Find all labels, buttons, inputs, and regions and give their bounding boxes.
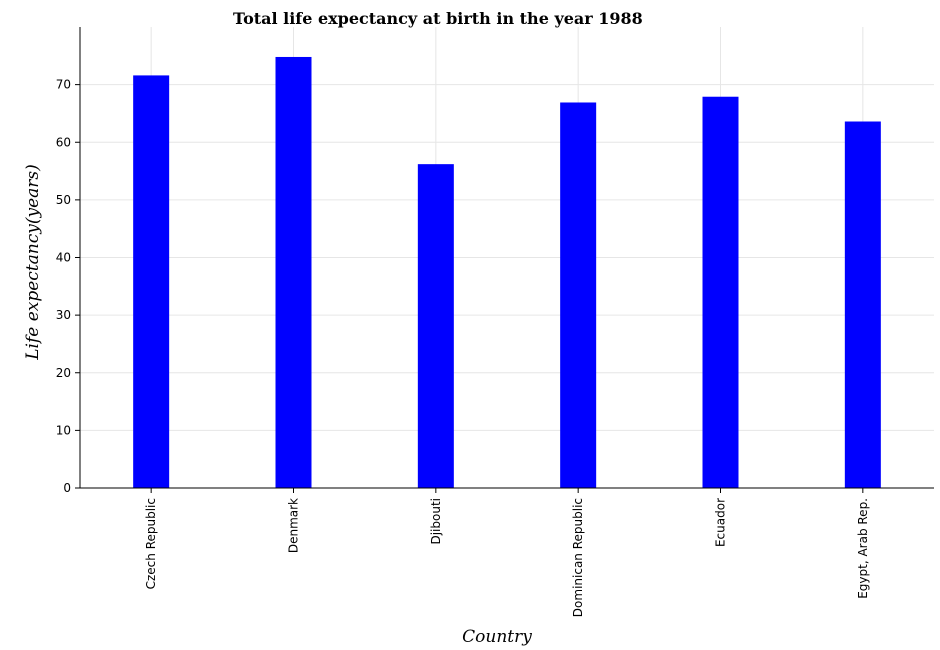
x-tick-label: Egypt, Arab Rep. [856,498,870,599]
y-tick-labels: 0 10 20 30 40 50 60 70 [56,78,71,495]
y-tick-label: 0 [63,481,71,495]
grid [80,27,934,488]
bar [703,97,739,488]
y-tick-label: 10 [56,423,71,437]
y-tick-label: 70 [56,78,71,92]
bar [276,57,312,488]
bar [560,102,596,488]
y-tick-label: 40 [56,251,71,265]
bar [418,164,454,488]
bars [133,57,881,488]
y-tick-label: 50 [56,193,71,207]
y-tick-label: 30 [56,308,71,322]
axes [75,27,934,493]
y-tick-label: 20 [56,366,71,380]
x-tick-labels: Czech Republic Denmark Djibouti Dominican R… [144,498,870,617]
y-axis-label: Life expectancy(years) [23,164,43,361]
x-tick-label: Denmark [287,498,301,553]
x-tick-label: Dominican Republic [571,498,585,617]
chart-title: Total life expectancy at birth in the ye… [233,9,643,28]
x-axis-label: Country [462,627,532,647]
x-tick-label: Czech Republic [144,498,158,589]
bar [133,75,169,488]
bar [845,122,881,488]
x-tick-label: Djibouti [429,498,443,545]
y-tick-label: 60 [56,135,71,149]
x-tick-label: Ecuador [714,498,728,547]
